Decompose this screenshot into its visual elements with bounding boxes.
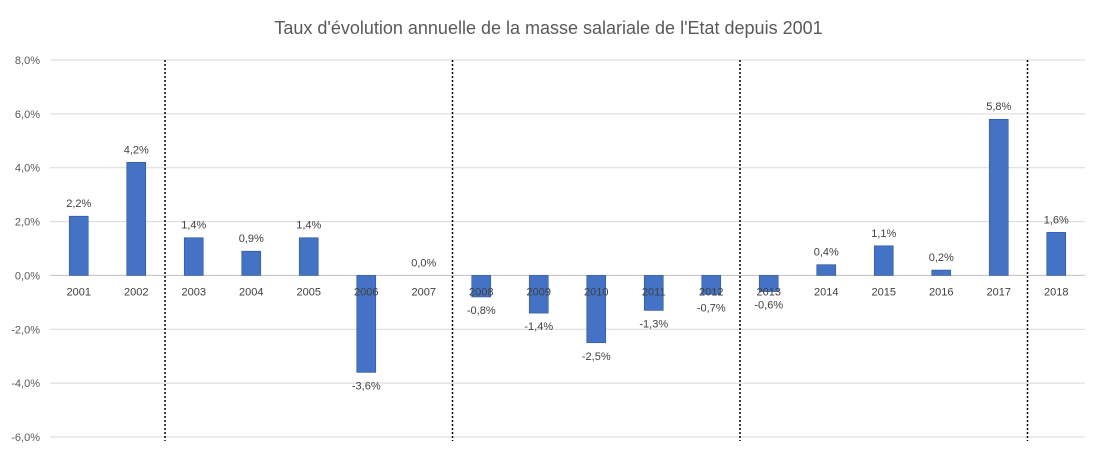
bar <box>528 275 549 314</box>
y-tick-label: 8,0% <box>15 55 40 67</box>
data-label: 0,4% <box>814 247 839 259</box>
bar <box>298 237 319 276</box>
data-label: -0,6% <box>754 300 783 312</box>
y-tick-label: -4,0% <box>11 378 40 390</box>
data-label: 0,2% <box>929 252 954 264</box>
x-tick-label: 2007 <box>412 286 436 298</box>
data-label: 0,0% <box>411 257 436 269</box>
bar <box>471 275 492 298</box>
data-label: 1,4% <box>296 220 321 232</box>
data-label: -2,5% <box>582 351 611 363</box>
data-label: 1,6% <box>1044 214 1069 226</box>
x-tick-label: 2001 <box>67 286 91 298</box>
y-tick-label: 6,0% <box>15 109 40 121</box>
x-tick-label: 2004 <box>239 286 263 298</box>
y-tick-label: 4,0% <box>15 163 40 175</box>
data-label: -0,8% <box>467 305 496 317</box>
data-label: -1,3% <box>639 318 668 330</box>
data-label: 1,4% <box>181 220 206 232</box>
x-tick-label: 2005 <box>297 286 321 298</box>
y-tick-label: 0,0% <box>15 270 40 282</box>
x-tick-label: 2015 <box>872 286 896 298</box>
x-tick-label: 2002 <box>124 286 148 298</box>
x-tick-label: 2003 <box>182 286 206 298</box>
data-label: -1,4% <box>524 321 553 333</box>
x-tick-label: 2013 <box>757 286 781 298</box>
bar <box>68 215 89 276</box>
y-tick-label: 2,0% <box>15 217 40 229</box>
x-tick-label: 2006 <box>354 286 378 298</box>
bar <box>643 275 664 311</box>
bar <box>126 162 147 276</box>
bar <box>356 275 377 373</box>
data-label: -0,7% <box>697 302 726 314</box>
y-tick-label: -2,0% <box>11 324 40 336</box>
x-tick-label: 2012 <box>699 286 723 298</box>
bar <box>758 275 779 292</box>
bar <box>988 118 1009 276</box>
x-tick-label: 2011 <box>642 286 666 298</box>
x-tick-label: 2009 <box>527 286 551 298</box>
x-tick-label: 2016 <box>929 286 953 298</box>
chart-title: Taux d'évolution annuelle de la masse sa… <box>274 18 823 38</box>
x-tick-label: 2014 <box>814 286 838 298</box>
data-label: 2,2% <box>66 198 91 210</box>
bar <box>816 264 837 276</box>
data-label: -3,6% <box>352 380 381 392</box>
bar <box>931 269 952 276</box>
data-label: 0,9% <box>239 233 264 245</box>
bar <box>873 245 894 276</box>
data-label: 5,8% <box>986 101 1011 113</box>
y-tick-label: -6,0% <box>11 432 40 444</box>
bar <box>183 237 204 276</box>
bar <box>586 275 607 344</box>
x-tick-label: 2010 <box>584 286 608 298</box>
bar <box>701 275 722 295</box>
x-tick-label: 2017 <box>987 286 1011 298</box>
x-tick-label: 2018 <box>1044 286 1068 298</box>
bar <box>241 250 262 276</box>
data-label: 4,2% <box>124 144 149 156</box>
x-tick-label: 2008 <box>469 286 493 298</box>
bar <box>1046 232 1067 276</box>
data-label: 1,1% <box>871 228 896 240</box>
